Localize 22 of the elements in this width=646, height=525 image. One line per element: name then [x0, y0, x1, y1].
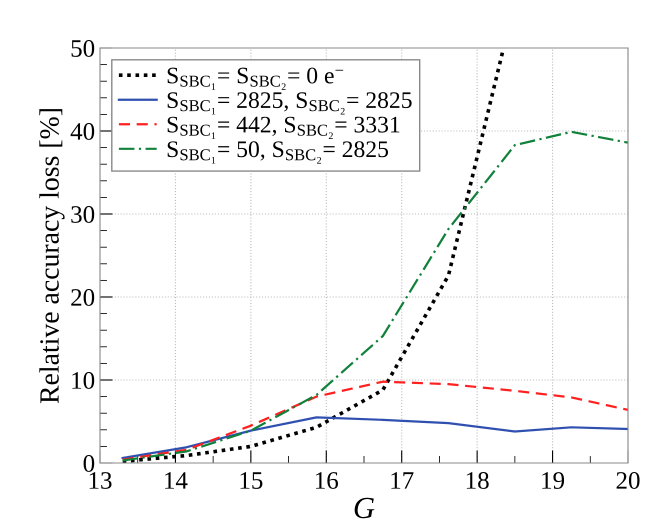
x-tick-label: 18: [466, 472, 489, 489]
x-tick-label: 19: [542, 472, 564, 489]
x-tick-label: 13: [90, 472, 112, 489]
line-series: [122, 380, 628, 461]
y-tick-label: 20: [71, 289, 94, 306]
y-tick-label: 10: [72, 372, 94, 389]
y-tick-label: 30: [71, 206, 94, 223]
x-tick-label: 17: [391, 472, 414, 489]
legend-label: S$_{SBC₁}$= 442, S$_{SBC₂}$= 3331: [168, 116, 400, 139]
x-tick-label: 15: [240, 472, 262, 489]
y-tick-label: 0: [84, 455, 94, 472]
x-tick-label: 14: [165, 472, 188, 489]
y-tick-label: 40: [70, 123, 94, 140]
legend-label: S$_{SBC₁}$= S$_{SBC₂}$= 0 e$^{−}$: [168, 68, 344, 90]
legend-label: S$_{SBC₁}$= 2825, S$_{SBC₂}$= 2825: [168, 92, 412, 114]
line-series: [122, 416, 628, 460]
y-axis-title: Relative accuracy loss [%]: [39, 109, 65, 404]
y-tick-label: 50: [72, 40, 94, 57]
legend-label: S$_{SBC₁}$= 50, S$_{SBC₂}$= 2825: [168, 141, 388, 164]
x-axis-title: G: [354, 498, 374, 518]
x-tick-label: 16: [316, 472, 338, 489]
x-tick-label: 20: [616, 472, 640, 489]
